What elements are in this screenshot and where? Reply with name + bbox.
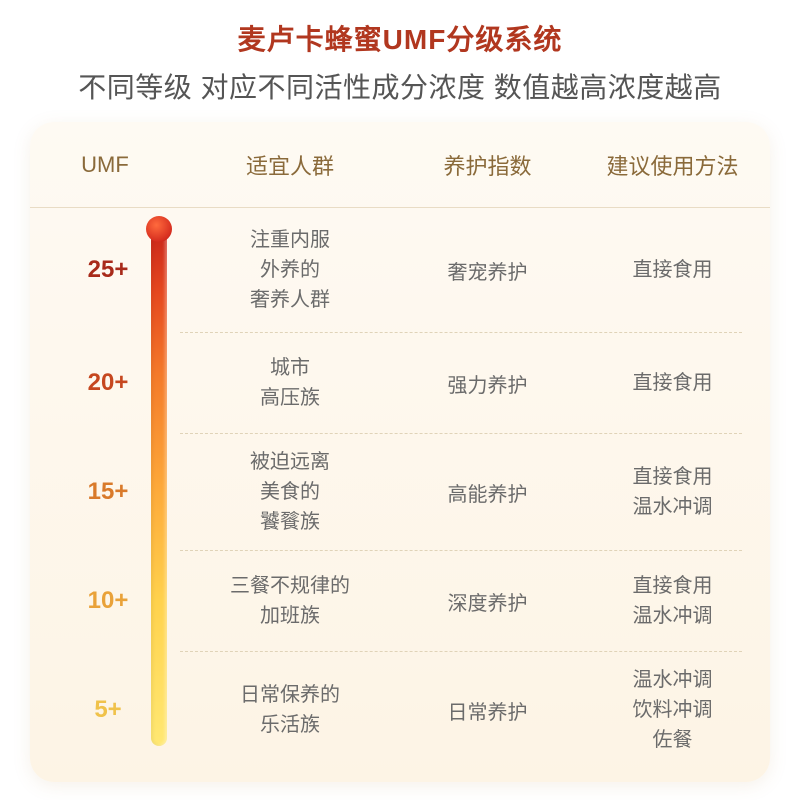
table-body: 25+注重内服外养的奢养人群奢宠养护直接食用20+城市高压族强力养护直接食用15… <box>30 208 770 768</box>
header-usage: 建议使用方法 <box>575 149 770 181</box>
cell-people: 注重内服外养的奢养人群 <box>180 225 400 315</box>
table-row: 10+三餐不规律的加班族深度养护直接食用温水冲调 <box>30 551 770 651</box>
table-row: 5+日常保养的乐活族日常养护温水冲调饮料冲调佐餐 <box>30 652 770 768</box>
cell-usage: 直接食用 <box>575 255 770 285</box>
cell-usage: 温水冲调饮料冲调佐餐 <box>575 665 770 755</box>
cell-usage: 直接食用 <box>575 368 770 398</box>
cell-care: 日常养护 <box>400 696 575 725</box>
cell-people: 城市高压族 <box>180 353 400 413</box>
cell-people: 日常保养的乐活族 <box>180 680 400 740</box>
cell-umf: 25+ <box>30 256 180 284</box>
cell-care: 强力养护 <box>400 369 575 398</box>
grading-table-card: UMF 适宜人群 养护指数 建议使用方法 25+注重内服外养的奢养人群奢宠养护直… <box>30 122 770 782</box>
table-row: 15+被迫远离美食的饕餮族高能养护直接食用温水冲调 <box>30 434 770 550</box>
cell-usage: 直接食用温水冲调 <box>575 462 770 522</box>
header-umf: UMF <box>30 152 180 178</box>
cell-care: 高能养护 <box>400 478 575 507</box>
cell-usage: 直接食用温水冲调 <box>575 571 770 631</box>
cell-umf: 15+ <box>30 478 180 506</box>
header-people: 适宜人群 <box>180 149 400 181</box>
cell-umf: 20+ <box>30 369 180 397</box>
page-subtitle: 不同等级 对应不同活性成分浓度 数值越高浓度越高 <box>0 58 800 122</box>
cell-people: 被迫远离美食的饕餮族 <box>180 447 400 537</box>
cell-people: 三餐不规律的加班族 <box>180 571 400 631</box>
cell-care: 奢宠养护 <box>400 256 575 285</box>
page-title: 麦卢卡蜂蜜UMF分级系统 <box>0 0 800 58</box>
table-row: 20+城市高压族强力养护直接食用 <box>30 333 770 433</box>
cell-care: 深度养护 <box>400 587 575 616</box>
table-header-row: UMF 适宜人群 养护指数 建议使用方法 <box>30 122 770 208</box>
cell-umf: 10+ <box>30 587 180 615</box>
header-care: 养护指数 <box>400 149 575 181</box>
table-row: 25+注重内服外养的奢养人群奢宠养护直接食用 <box>30 208 770 332</box>
cell-umf: 5+ <box>30 696 180 724</box>
